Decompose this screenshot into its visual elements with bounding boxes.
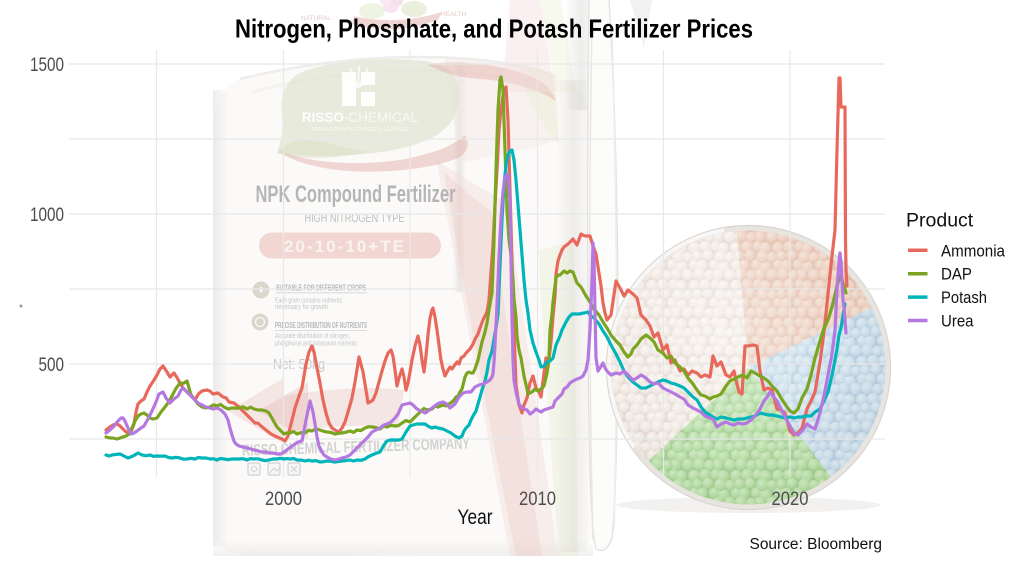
svg-text:NPK Compound Fertilizer: NPK Compound Fertilizer bbox=[256, 181, 456, 208]
svg-text:Nitrogen, Phosphate, and Potas: Nitrogen, Phosphate, and Potash Fertiliz… bbox=[235, 14, 753, 44]
svg-text:Year: Year bbox=[458, 506, 493, 529]
svg-text:1500: 1500 bbox=[30, 55, 64, 76]
svg-text:Urea: Urea bbox=[941, 313, 974, 331]
svg-text:phosphorus and potassium nutri: phosphorus and potassium nutrients bbox=[275, 341, 357, 348]
svg-text:necessary for growth: necessary for growth bbox=[275, 304, 328, 311]
svg-text:RISSO-CHEMICAL: RISSO-CHEMICAL bbox=[302, 110, 419, 125]
svg-text:PRECISE DISTRIBUTION OF NUTRIE: PRECISE DISTRIBUTION OF NUTRIENTS bbox=[275, 321, 367, 330]
svg-text:HIGH NITROGEN TYPE: HIGH NITROGEN TYPE bbox=[305, 211, 405, 225]
svg-text:Ammonia: Ammonia bbox=[941, 242, 1006, 260]
svg-text:Potash: Potash bbox=[941, 289, 987, 307]
svg-text:NATURAL: NATURAL bbox=[301, 15, 331, 22]
svg-text:2000: 2000 bbox=[265, 489, 302, 510]
svg-text:Source: Bloomberg: Source: Bloomberg bbox=[750, 536, 883, 553]
svg-text:Accurate distribution of nitro: Accurate distribution of nitrogen, bbox=[275, 333, 350, 340]
svg-text:1000: 1000 bbox=[30, 205, 64, 226]
svg-text:Product: Product bbox=[906, 210, 974, 232]
svg-text:Each grain contains nutrients: Each grain contains nutrients bbox=[275, 298, 342, 305]
svg-text:2010: 2010 bbox=[519, 489, 556, 510]
svg-text:SUITABLE FOR DIFFERENT CROPS: SUITABLE FOR DIFFERENT CROPS bbox=[276, 284, 366, 293]
svg-text:HEALTH: HEALTH bbox=[441, 11, 466, 18]
svg-text:2020: 2020 bbox=[772, 489, 809, 510]
svg-text:DAP: DAP bbox=[941, 266, 972, 284]
svg-text:RURAL GROWTH FERTILIZER SERVIC: RURAL GROWTH FERTILIZER SERVICES bbox=[311, 127, 409, 133]
svg-text:500: 500 bbox=[39, 355, 65, 376]
